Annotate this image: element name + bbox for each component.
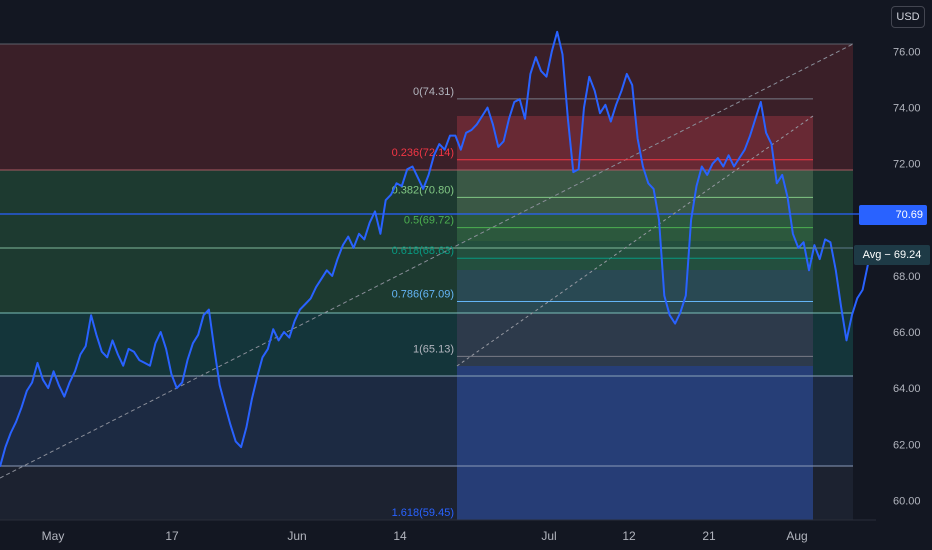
y-tick-label: 68.00 (893, 271, 921, 283)
trend-line[interactable] (0, 43, 854, 479)
fib-level-label: 1.618(59.45) (392, 507, 454, 519)
avg-price-badge: Avg − 69.24 (854, 245, 930, 265)
fib-level-label: 0.786(67.09) (392, 288, 454, 300)
fib-level-label: 0(74.31) (413, 86, 454, 98)
y-tick-label: 74.00 (893, 103, 921, 115)
fib-level-label: 0.618(68.63) (392, 245, 454, 257)
time-axis[interactable] (0, 520, 876, 550)
x-tick-label: Jun (287, 529, 306, 543)
fib-band-0236-0382 (457, 170, 813, 214)
fib-diagonal[interactable] (456, 115, 814, 367)
fib-level-label: 0.382(70.80) (392, 184, 454, 196)
y-tick-label: 66.00 (893, 327, 921, 339)
x-tick-label: 21 (702, 529, 716, 543)
last-price-badge: 70.69 (859, 205, 927, 225)
fib-band-0786-1 (457, 313, 813, 366)
x-tick-label: Aug (786, 529, 807, 543)
fib-band-0-0236 (457, 116, 813, 170)
x-tick-label: 12 (622, 529, 636, 543)
x-tick-label: 14 (393, 529, 407, 543)
fib-level-label: 1(65.13) (413, 343, 454, 355)
x-tick-label: 17 (165, 529, 179, 543)
price-series-line (0, 30, 885, 467)
y-tick-label: 60.00 (893, 495, 921, 507)
y-tick-label: 76.00 (893, 46, 921, 58)
currency-button[interactable]: USD (891, 6, 925, 28)
y-tick-label: 62.00 (893, 439, 921, 451)
x-tick-label: Jul (541, 529, 556, 543)
fib-level-label: 0.5(69.72) (404, 215, 454, 227)
x-tick-label: May (42, 529, 65, 543)
y-tick-label: 64.00 (893, 383, 921, 395)
fib-level-label: 0.236(72.14) (392, 147, 454, 159)
fib-band-0618-0786 (457, 270, 813, 313)
y-tick-label: 72.00 (893, 159, 921, 171)
fib-band-05-0618 (457, 241, 813, 270)
fib-band-1-1618 (457, 366, 813, 520)
